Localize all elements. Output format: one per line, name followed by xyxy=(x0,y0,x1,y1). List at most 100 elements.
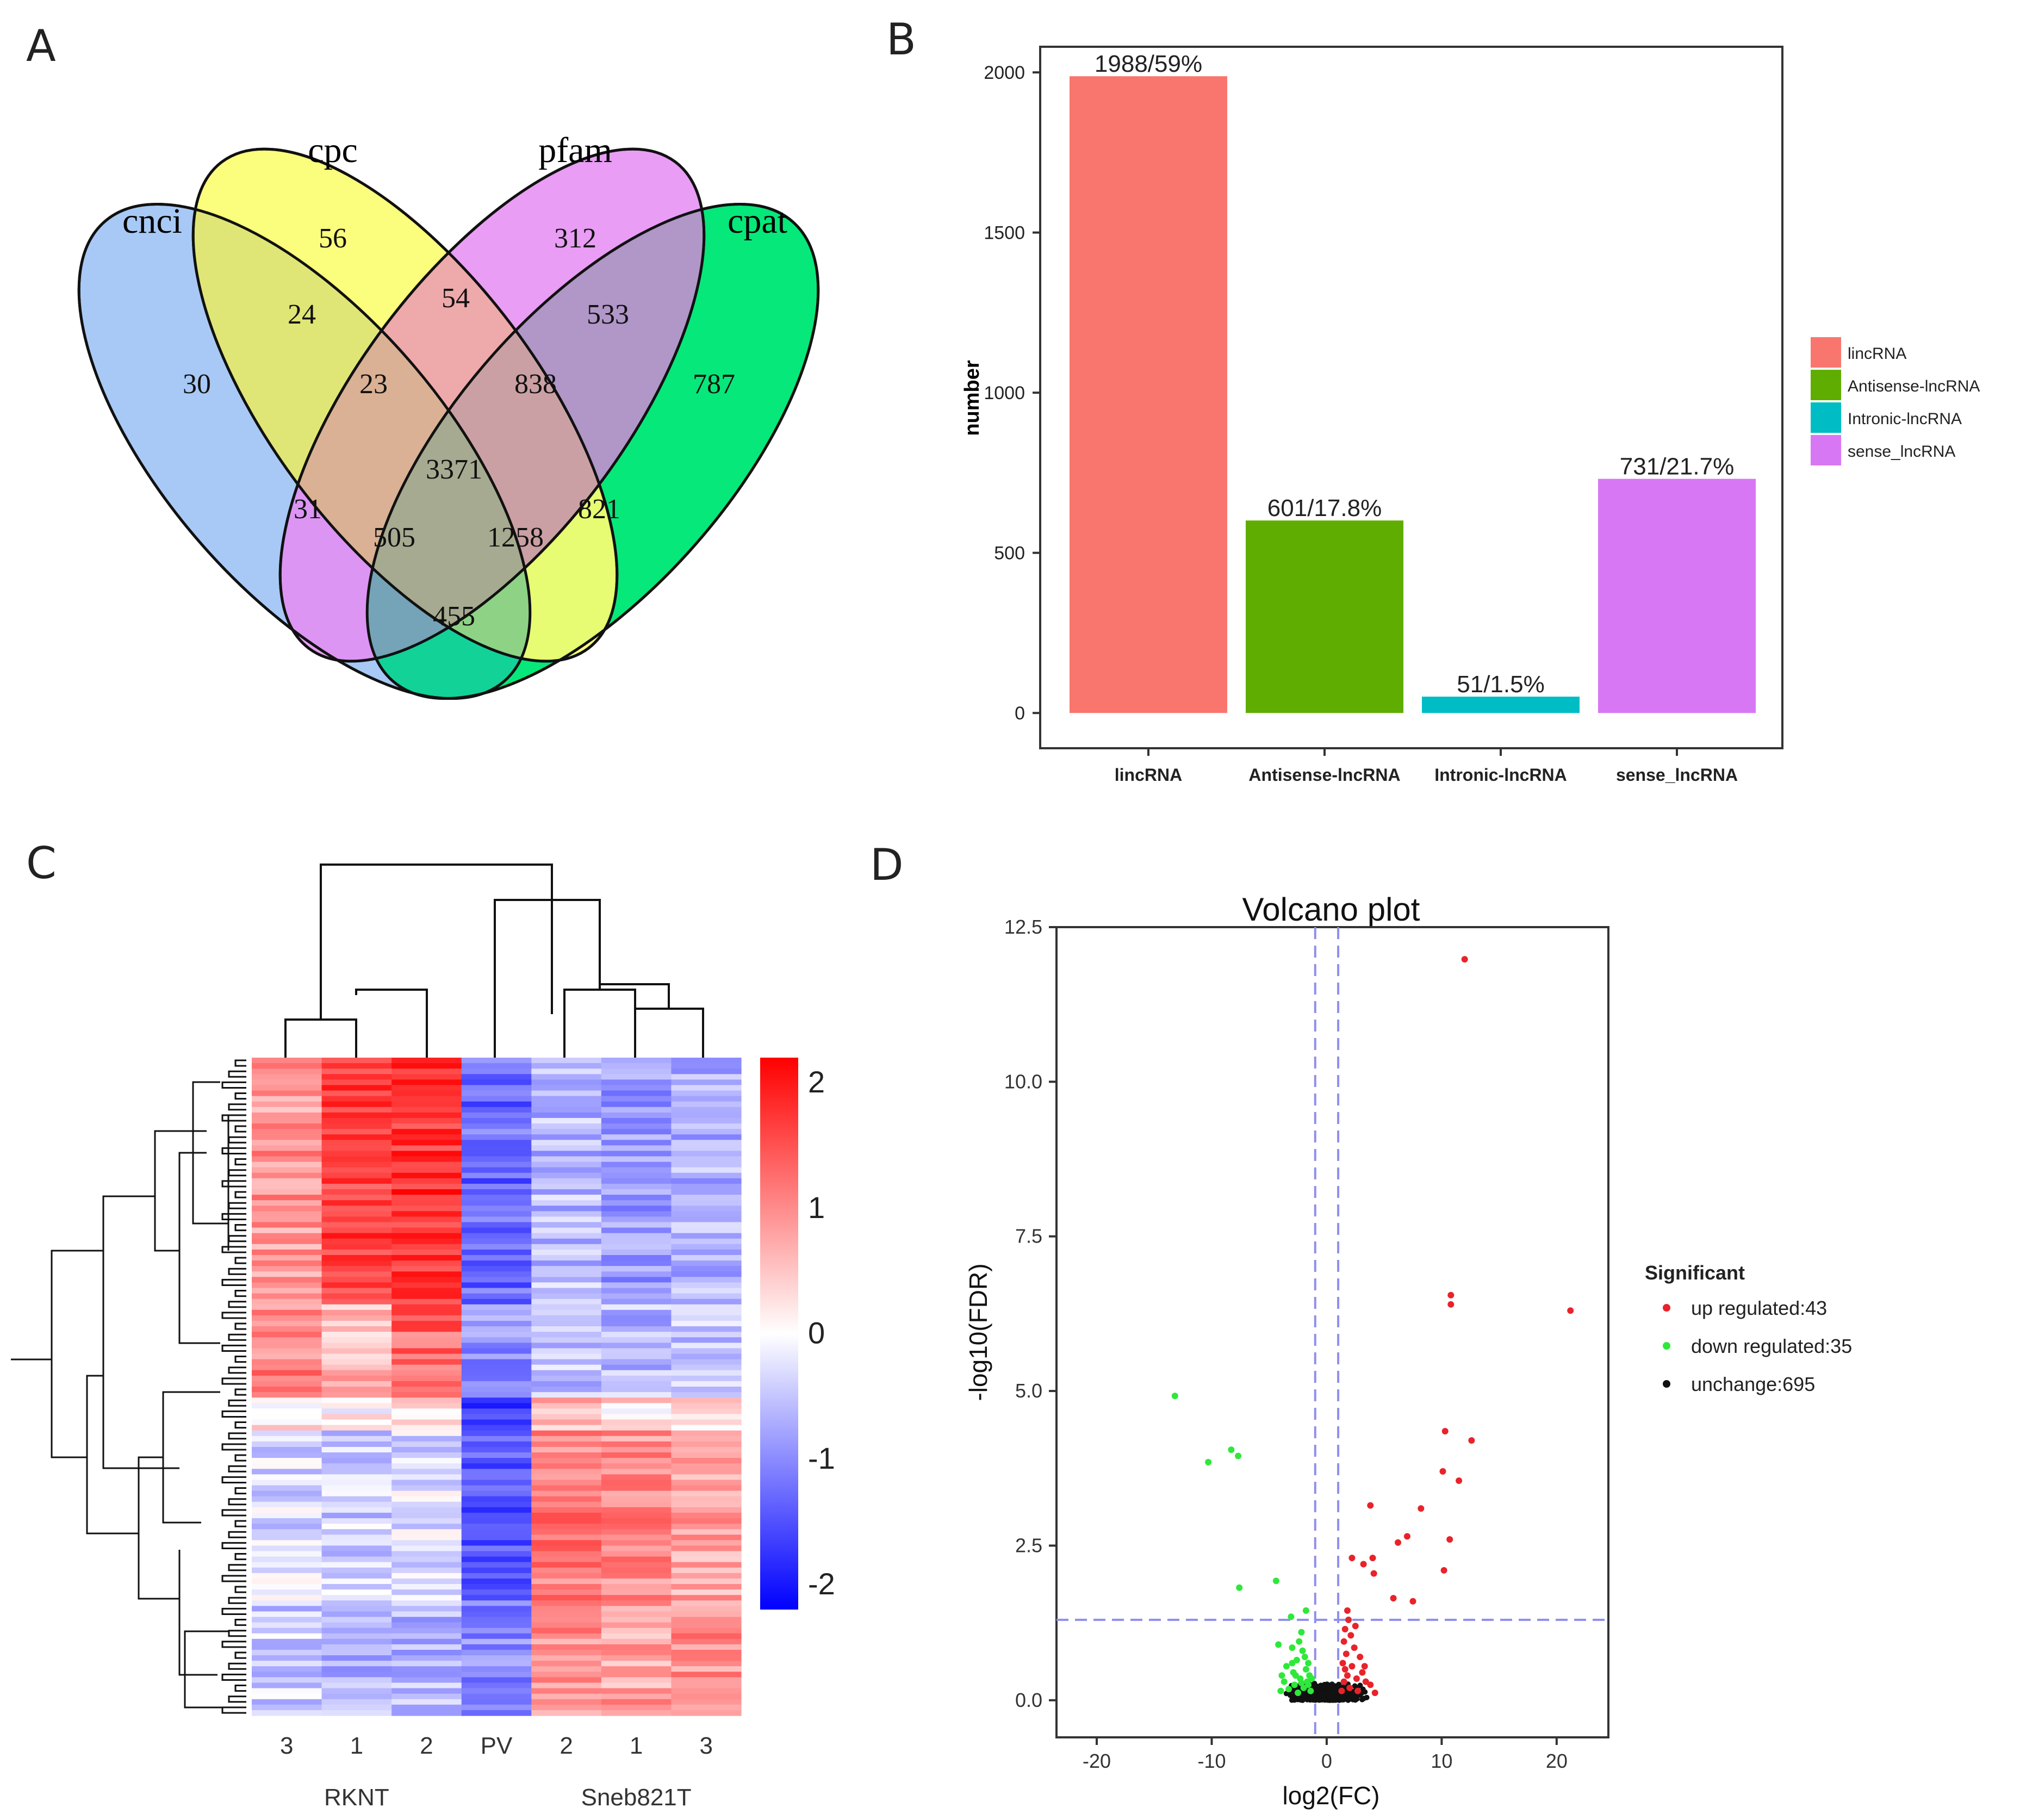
heatmap-cell xyxy=(391,1337,462,1343)
heatmap-cell xyxy=(531,1161,602,1168)
heatmap-cell xyxy=(391,1216,462,1223)
heatmap-cell xyxy=(321,1688,392,1694)
heatmap-cell xyxy=(252,1058,322,1064)
heatmap-cell xyxy=(252,1332,322,1338)
heatmap-cell xyxy=(252,1260,322,1266)
heatmap-cell xyxy=(461,1167,532,1173)
heatmap-cell xyxy=(321,1644,392,1650)
heatmap-cell xyxy=(601,1496,672,1502)
heatmap-cell xyxy=(321,1244,392,1250)
bar-1 xyxy=(1070,76,1227,713)
venn-set-label-cpc: cpc xyxy=(308,131,358,170)
heatmap-cell xyxy=(321,1392,392,1398)
heatmap-cell xyxy=(671,1353,742,1360)
heatmap-cell xyxy=(461,1584,532,1590)
heatmap-cell xyxy=(391,1134,462,1140)
bar-legend-swatch xyxy=(1811,435,1841,465)
heatmap-cell xyxy=(601,1074,672,1080)
heatmap-cell xyxy=(671,1315,742,1321)
heatmap-cell xyxy=(252,1474,322,1481)
volcano-point-unchanged xyxy=(1352,1695,1358,1701)
heatmap-cell xyxy=(252,1359,322,1365)
heatmap-cell xyxy=(531,1419,602,1426)
heatmap-cell xyxy=(531,1244,602,1250)
heatmap-cell xyxy=(671,1666,742,1672)
heatmap-cell xyxy=(601,1167,672,1173)
heatmap-cell xyxy=(531,1288,602,1294)
heatmap-cell xyxy=(601,1606,672,1612)
heatmap-cell xyxy=(461,1293,532,1300)
heatmap-cell xyxy=(391,1650,462,1656)
volcano-legend-label: up regulated:43 xyxy=(1691,1297,1827,1319)
heatmap-cell xyxy=(671,1233,742,1239)
heatmap-cell xyxy=(671,1529,742,1535)
volcano-point-down xyxy=(1235,1452,1242,1459)
heatmap-cell xyxy=(461,1578,532,1585)
volcano-point-down xyxy=(1305,1681,1312,1688)
heatmap-cell xyxy=(461,1682,532,1689)
heatmap-cell xyxy=(461,1227,532,1234)
heatmap-cell xyxy=(391,1414,462,1420)
heatmap-cell xyxy=(671,1074,742,1080)
volcano-point-up xyxy=(1567,1307,1574,1314)
heatmap-cell xyxy=(391,1595,462,1601)
heatmap-cell xyxy=(601,1090,672,1097)
venn-region-value: 505 xyxy=(373,522,415,553)
heatmap-cell xyxy=(461,1551,532,1557)
heatmap-cell xyxy=(671,1375,742,1382)
heatmap-row-dendrogram-branch xyxy=(178,1550,217,1676)
heatmap-cell xyxy=(531,1617,602,1623)
heatmap-cell xyxy=(252,1233,322,1239)
heatmap-cell xyxy=(321,1485,392,1492)
heatmap-cell xyxy=(252,1288,322,1294)
bar-legend-swatch xyxy=(1811,370,1841,400)
heatmap-cell xyxy=(252,1441,322,1448)
heatmap-cell xyxy=(391,1490,462,1497)
heatmap-cell xyxy=(461,1501,532,1508)
heatmap-cell xyxy=(531,1309,602,1316)
heatmap-cell xyxy=(461,1211,532,1218)
heatmap-cell xyxy=(601,1666,672,1672)
heatmap-cell xyxy=(531,1441,602,1448)
heatmap-cell xyxy=(252,1535,322,1541)
heatmap-cell xyxy=(252,1167,322,1173)
heatmap-row-dendrogram-leaf xyxy=(228,1432,246,1440)
heatmap-cell xyxy=(671,1244,742,1250)
heatmap-cell xyxy=(252,1353,322,1360)
heatmap-cell xyxy=(252,1650,322,1656)
heatmap-cell xyxy=(461,1693,532,1700)
heatmap-cell xyxy=(461,1436,532,1442)
volcano-point-up xyxy=(1348,1663,1356,1670)
heatmap-cell xyxy=(531,1123,602,1129)
heatmap-cell xyxy=(531,1490,602,1497)
heatmap-cell xyxy=(321,1255,392,1261)
heatmap-cell xyxy=(321,1200,392,1206)
heatmap-cell xyxy=(391,1655,462,1661)
heatmap-cell xyxy=(461,1387,532,1393)
heatmap-column-dendrogram xyxy=(284,864,704,1058)
heatmap-cell xyxy=(252,1090,322,1097)
heatmap-cell xyxy=(461,1348,532,1355)
volcano-point-unchanged xyxy=(1362,1689,1368,1695)
heatmap-cell xyxy=(601,1441,672,1448)
heatmap-row-dendrogram-leaf xyxy=(221,1410,246,1418)
heatmap-row-dendrogram-leaf xyxy=(221,1476,246,1483)
heatmap-cell xyxy=(671,1370,742,1376)
heatmap-cell xyxy=(321,1458,392,1464)
heatmap-cell xyxy=(321,1156,392,1163)
volcano-point-up xyxy=(1346,1685,1353,1692)
volcano-y-tick-label: 7.5 xyxy=(1015,1225,1042,1247)
heatmap-cell xyxy=(321,1535,392,1541)
heatmap-cell xyxy=(601,1584,672,1590)
heatmap-cell xyxy=(252,1655,322,1661)
heatmap-cell xyxy=(252,1606,322,1612)
heatmap-cell xyxy=(601,1101,672,1108)
volcano-point-down xyxy=(1281,1678,1288,1685)
heatmap-cell xyxy=(671,1589,742,1595)
volcano-point-up xyxy=(1340,1638,1347,1645)
heatmap-cell xyxy=(531,1672,602,1678)
volcano-point-down xyxy=(1299,1647,1306,1654)
heatmap-cell xyxy=(461,1074,532,1080)
heatmap-cell xyxy=(531,1206,602,1212)
